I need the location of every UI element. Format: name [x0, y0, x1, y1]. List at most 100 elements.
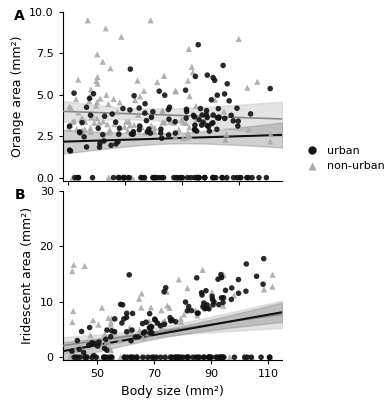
Point: [66, 123, 72, 129]
Point: [151, 316, 157, 322]
Point: [107, 354, 114, 360]
Point: [109, 315, 115, 321]
Point: [231, 354, 238, 360]
Point: [182, 354, 189, 360]
Point: [147, 17, 154, 24]
Point: [185, 303, 192, 310]
Point: [147, 330, 153, 336]
Point: [117, 354, 123, 360]
Point: [145, 354, 151, 360]
Point: [100, 132, 106, 138]
Point: [93, 102, 99, 109]
Point: [129, 174, 136, 181]
Point: [93, 354, 99, 360]
Point: [102, 342, 108, 348]
Point: [147, 310, 153, 317]
Point: [163, 284, 169, 291]
Point: [89, 112, 96, 118]
Point: [165, 354, 172, 360]
Point: [178, 174, 185, 181]
Point: [210, 174, 216, 181]
Point: [187, 93, 193, 99]
Y-axis label: Orange area (mm²): Orange area (mm²): [11, 36, 24, 157]
Point: [153, 354, 160, 360]
Point: [160, 107, 166, 114]
Point: [191, 126, 198, 133]
Point: [158, 174, 165, 181]
Point: [214, 354, 220, 360]
Point: [183, 120, 189, 126]
Point: [151, 354, 157, 360]
Point: [94, 354, 100, 360]
Point: [73, 96, 79, 102]
Point: [216, 302, 222, 308]
Point: [136, 123, 143, 129]
Point: [196, 116, 202, 123]
Point: [154, 320, 160, 326]
Point: [235, 118, 241, 124]
Point: [246, 126, 252, 133]
Point: [141, 88, 147, 94]
Point: [221, 108, 227, 115]
Point: [135, 334, 142, 340]
Point: [237, 174, 243, 181]
Point: [108, 142, 114, 148]
Point: [269, 284, 276, 290]
Point: [203, 288, 209, 294]
Point: [221, 354, 227, 360]
Point: [97, 95, 103, 102]
Point: [183, 106, 190, 112]
Point: [149, 354, 155, 360]
Point: [154, 320, 160, 326]
Point: [162, 92, 168, 98]
Point: [258, 354, 264, 360]
Point: [149, 324, 155, 330]
Point: [243, 261, 249, 267]
Point: [112, 329, 118, 336]
Point: [206, 354, 212, 360]
Point: [77, 130, 83, 136]
Point: [127, 354, 134, 360]
Point: [157, 322, 163, 329]
Point: [165, 106, 172, 113]
Point: [105, 129, 112, 136]
Point: [94, 343, 101, 349]
Point: [190, 354, 196, 360]
Point: [118, 34, 124, 40]
Point: [116, 131, 122, 138]
Point: [188, 354, 194, 360]
Point: [85, 17, 91, 24]
Point: [140, 354, 146, 360]
Point: [75, 174, 82, 181]
Point: [123, 314, 130, 321]
Point: [104, 327, 110, 333]
Point: [194, 174, 200, 181]
Point: [87, 94, 93, 100]
Point: [230, 174, 237, 181]
Point: [128, 131, 134, 137]
Point: [94, 80, 101, 87]
Point: [176, 354, 182, 360]
Point: [206, 354, 212, 360]
Point: [158, 307, 165, 313]
Point: [146, 318, 152, 324]
Point: [82, 126, 88, 132]
Point: [194, 312, 200, 319]
Point: [126, 354, 132, 360]
Point: [195, 42, 201, 48]
Point: [79, 127, 85, 134]
Point: [192, 127, 198, 133]
Point: [200, 119, 206, 125]
Point: [166, 130, 172, 137]
Point: [127, 324, 133, 331]
Point: [221, 115, 228, 122]
Point: [76, 354, 83, 360]
Point: [83, 354, 89, 360]
Point: [173, 354, 180, 360]
Point: [202, 174, 208, 181]
Point: [185, 354, 191, 360]
Point: [67, 147, 73, 153]
Point: [100, 354, 106, 360]
Point: [207, 354, 213, 360]
Point: [114, 108, 120, 115]
